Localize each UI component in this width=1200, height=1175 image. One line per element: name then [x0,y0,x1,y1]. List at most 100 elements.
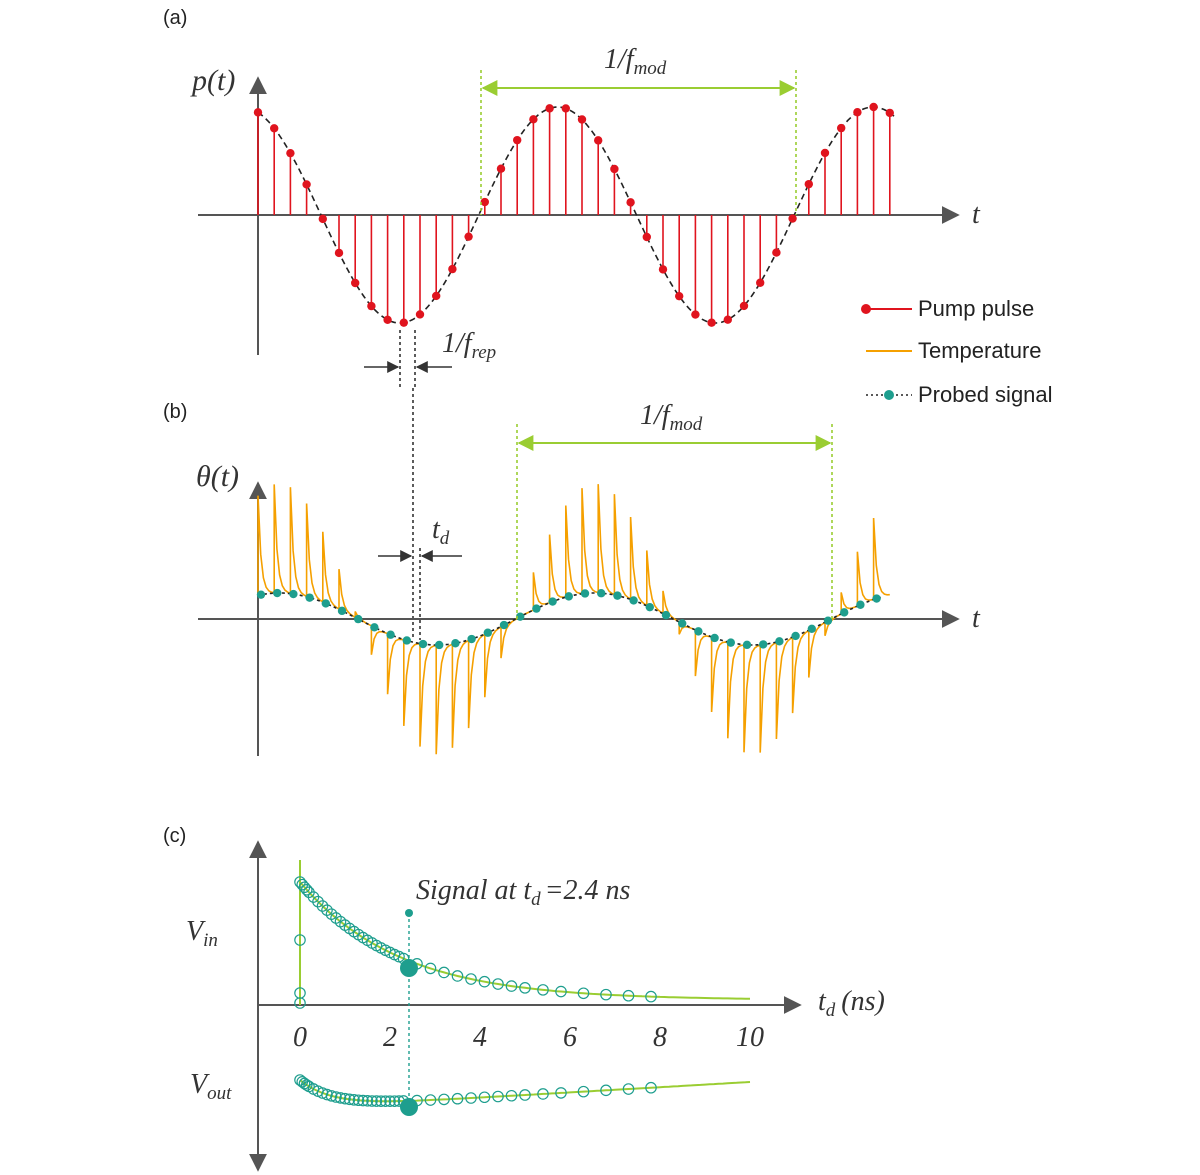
probed-signal-dot [532,604,541,613]
delay-label: td [432,514,450,549]
pump-pulse-dot [302,180,311,189]
probed-signal-dot [678,619,687,628]
pump-pulse-dot [772,248,781,257]
annotation-dot [405,909,413,917]
probed-signal-dot [337,606,347,616]
pump-pulse-dot [707,318,716,327]
vout-point [537,1088,549,1100]
x-tick-label: 4 [473,1022,487,1053]
legend-label-pump-pulse: Pump pulse [918,296,1034,321]
legend-item-pump-pulse: Pump pulse [861,296,1034,321]
panel-c-data-points [294,876,657,1108]
probed-signal-dot [354,614,363,624]
panel-b-x-label: t [972,603,981,634]
pump-pulse-dot [739,301,749,311]
probed-signal-dot [872,594,881,603]
pump-pulse-dot [496,164,506,173]
vin-point [492,978,504,990]
x-tick-label: 2 [383,1022,397,1053]
vout-point [375,1095,387,1107]
probed-signal-dot [710,633,719,643]
vout-point [330,1091,342,1103]
probed-signal-dot [840,608,849,617]
probed-signal-dot [645,602,654,612]
vin-point [577,987,590,1000]
pump-pulse-dot [561,104,570,113]
vout-point [478,1091,491,1104]
vout-point [300,1079,313,1091]
vin-point [537,984,549,996]
pump-pulse-dot [804,179,813,189]
x-tick-label: 6 [563,1022,577,1053]
panel-a-label: (a) [163,7,187,29]
vin-point [294,997,306,1009]
pump-pulse-dot [723,315,732,324]
panel-c-vin-label: Vin [186,916,218,951]
vout-point [366,1095,378,1107]
probed-signal-dot [694,627,703,636]
probed-signal-dot [516,612,525,621]
pump-pulse-dot [885,108,894,118]
vout-point [343,1093,356,1106]
probed-signal-dot [613,591,622,600]
probed-signal-dot [305,593,314,602]
probed-signal-dot [661,610,671,620]
probed-signal-dot [726,638,735,647]
panel-c-vout-label: Vout [190,1069,232,1104]
vout-point [438,1093,450,1106]
panel-b-mod-period-label: 1/fmod [640,400,703,435]
vin-point [451,970,464,982]
legend-label-probed-signal: Probed signal [918,382,1053,407]
x-tick-label: 8 [653,1022,667,1053]
legend-label-temperature: Temperature [918,338,1042,363]
pump-pulse-dot [253,108,263,117]
panel-a: (a) p(t) t 1/fmod 1/frep [163,7,981,388]
pump-pulse-dot [432,291,441,301]
vout-point [361,1095,374,1107]
pump-pulse-dot [869,102,878,112]
vin-point [519,982,531,994]
pump-pulse-dot [853,108,862,117]
vout-fit-curve [299,1079,751,1103]
pump-pulse-dot [642,232,651,242]
panel-c-x-label: td (ns) [818,986,885,1021]
vin-point [555,985,567,998]
pump-pulse-dots [253,102,894,327]
vin-point [505,980,518,992]
pump-pulse-dot [415,310,425,319]
x-tick-label: 10 [736,1022,764,1053]
panel-c: (c) Vin Vout td (ns) 0 2 4 6 8 10 Signal at td… [163,825,885,1172]
probed-signal-dot [467,634,476,644]
pump-pulse-dot [594,136,603,145]
vin-point [438,966,450,979]
vin-point [622,989,635,1002]
vout-point [388,1095,401,1107]
pump-pulse-dot [513,135,522,145]
panel-a-y-label: p(t) [190,64,235,97]
probed-signal-dot [564,592,573,601]
pump-pulse-dot [820,148,830,158]
pump-pulse-dot [577,115,587,124]
pump-pulse-dot [286,148,295,158]
probed-signal-dot [256,590,266,599]
pump-pulse-dot [464,232,473,241]
vout-point [339,1092,351,1105]
vin-point [424,962,437,975]
pump-pulse-dot [658,265,668,274]
probed-signal-dot [548,597,557,606]
vout-point [348,1094,360,1106]
vin-point [312,895,324,908]
vout-point [379,1095,392,1108]
vout-point [451,1092,464,1105]
vout-point [577,1085,590,1098]
vout-point [645,1081,657,1094]
pump-pulse-stems [257,107,891,323]
vout-point [325,1090,338,1102]
vin-point [300,883,313,896]
probed-signal-dot [823,616,833,625]
probed-signal-dot [597,589,606,598]
probed-signal-dot [775,637,784,646]
highlight-vout-point [400,1098,418,1116]
pump-pulse-dot [351,278,360,288]
pump-envelope-curve [257,106,895,324]
